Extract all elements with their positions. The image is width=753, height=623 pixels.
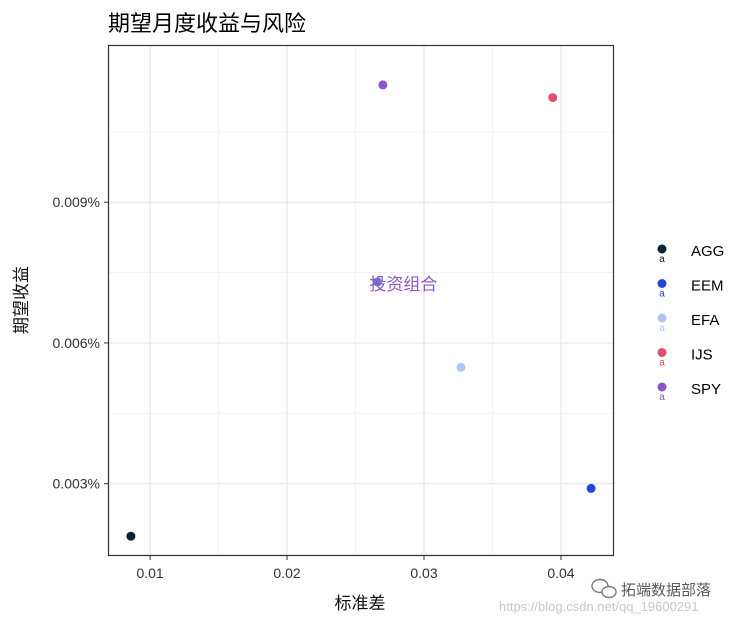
y-tick-label: 0.009% xyxy=(53,194,100,210)
chart-title: 期望月度收益与风险 xyxy=(108,12,306,37)
legend-key-eem xyxy=(657,279,667,288)
legend-key-glyph: a xyxy=(659,392,665,403)
x-tick-label: 0.02 xyxy=(273,565,300,581)
annotation: 投资组合 xyxy=(369,275,437,295)
legend-label-agg: AGG xyxy=(691,243,724,260)
legend-key-spy xyxy=(657,382,667,392)
y-axis-title: 期望收益 xyxy=(12,266,32,334)
x-tick-label: 0.01 xyxy=(136,565,163,581)
x-axis: 0.01 0.02 0.03 0.04 xyxy=(136,555,575,581)
legend-key-agg xyxy=(657,244,667,254)
point-eem xyxy=(586,483,596,493)
y-axis: 0.003% 0.006% 0.009% xyxy=(53,194,109,492)
x-axis-title: 标准差 xyxy=(335,594,386,614)
legend-key-glyph: a xyxy=(659,289,665,300)
x-tick-label: 0.04 xyxy=(547,565,574,581)
grid xyxy=(109,46,613,555)
watermark: 拓端数据部落 https://blog.csdn.net/qq_19600291 xyxy=(499,578,711,614)
legend-label-ijs: IJS xyxy=(691,347,713,364)
legend: a AGG a EEM a EFA a IJS a SPY xyxy=(657,243,724,403)
portfolio-point xyxy=(372,277,382,287)
point-ijs xyxy=(548,93,558,103)
point-efa xyxy=(456,362,466,372)
y-tick-label: 0.006% xyxy=(53,335,100,351)
scatter-points xyxy=(126,80,596,541)
legend-key-ijs xyxy=(657,348,667,357)
legend-key-efa xyxy=(657,313,667,323)
legend-key-glyph: a xyxy=(659,323,665,334)
legend-key-glyph: a xyxy=(659,358,665,369)
x-tick-label: 0.03 xyxy=(410,565,437,581)
watermark-text: 拓端数据部落 xyxy=(621,581,711,599)
watermark-url: https://blog.csdn.net/qq_19600291 xyxy=(499,599,699,614)
plot-panel-border xyxy=(107,44,615,557)
point-agg xyxy=(126,531,136,541)
wechat-icon xyxy=(591,578,617,599)
legend-label-efa: EFA xyxy=(691,312,719,329)
legend-label-eem: EEM xyxy=(691,278,724,295)
portfolio-label: 投资组合 xyxy=(369,275,437,295)
legend-label-spy: SPY xyxy=(691,381,721,398)
legend-key-glyph: a xyxy=(659,254,665,265)
y-tick-label: 0.003% xyxy=(53,476,100,492)
point-spy xyxy=(378,80,388,90)
